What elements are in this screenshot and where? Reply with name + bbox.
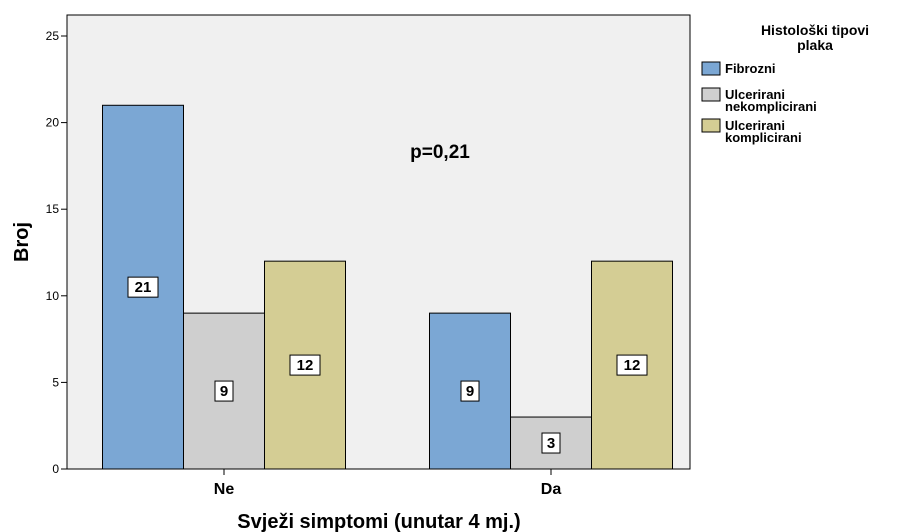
x-axis-title: Svježi simptomi (unutar 4 mj.) bbox=[237, 511, 520, 532]
data-label: 12 bbox=[624, 357, 641, 374]
y-tick-label: 5 bbox=[52, 375, 59, 389]
x-tick-label: Da bbox=[541, 481, 562, 498]
y-axis-title: Broj bbox=[11, 222, 33, 262]
x-tick-label: Ne bbox=[214, 481, 235, 498]
p-value-annotation: p=0,21 bbox=[410, 142, 470, 163]
legend: Histološki tipoviplakaFibrozniUlcerirani… bbox=[702, 22, 869, 145]
legend-swatch bbox=[702, 88, 720, 101]
legend-label: komplicirani bbox=[725, 130, 802, 145]
data-label: 9 bbox=[220, 383, 228, 400]
y-tick-label: 10 bbox=[46, 289, 60, 303]
y-tick-label: 25 bbox=[46, 29, 60, 43]
legend-swatch bbox=[702, 62, 720, 75]
legend-label: nekomplicirani bbox=[725, 99, 817, 114]
x-axis: Ne Da bbox=[214, 469, 562, 498]
legend-title: Histološki tipovi bbox=[761, 22, 869, 38]
legend-title: plaka bbox=[797, 37, 833, 53]
legend-swatch bbox=[702, 119, 720, 132]
legend-label: Fibrozni bbox=[725, 61, 776, 76]
y-tick-label: 0 bbox=[52, 462, 59, 476]
data-label: 3 bbox=[547, 435, 555, 452]
y-axis: 0 5 10 15 20 25 bbox=[46, 29, 67, 476]
y-tick-label: 20 bbox=[46, 116, 60, 130]
data-label: 21 bbox=[135, 279, 152, 296]
data-label: 12 bbox=[297, 357, 314, 374]
data-label: 9 bbox=[466, 383, 474, 400]
y-tick-label: 15 bbox=[46, 202, 60, 216]
